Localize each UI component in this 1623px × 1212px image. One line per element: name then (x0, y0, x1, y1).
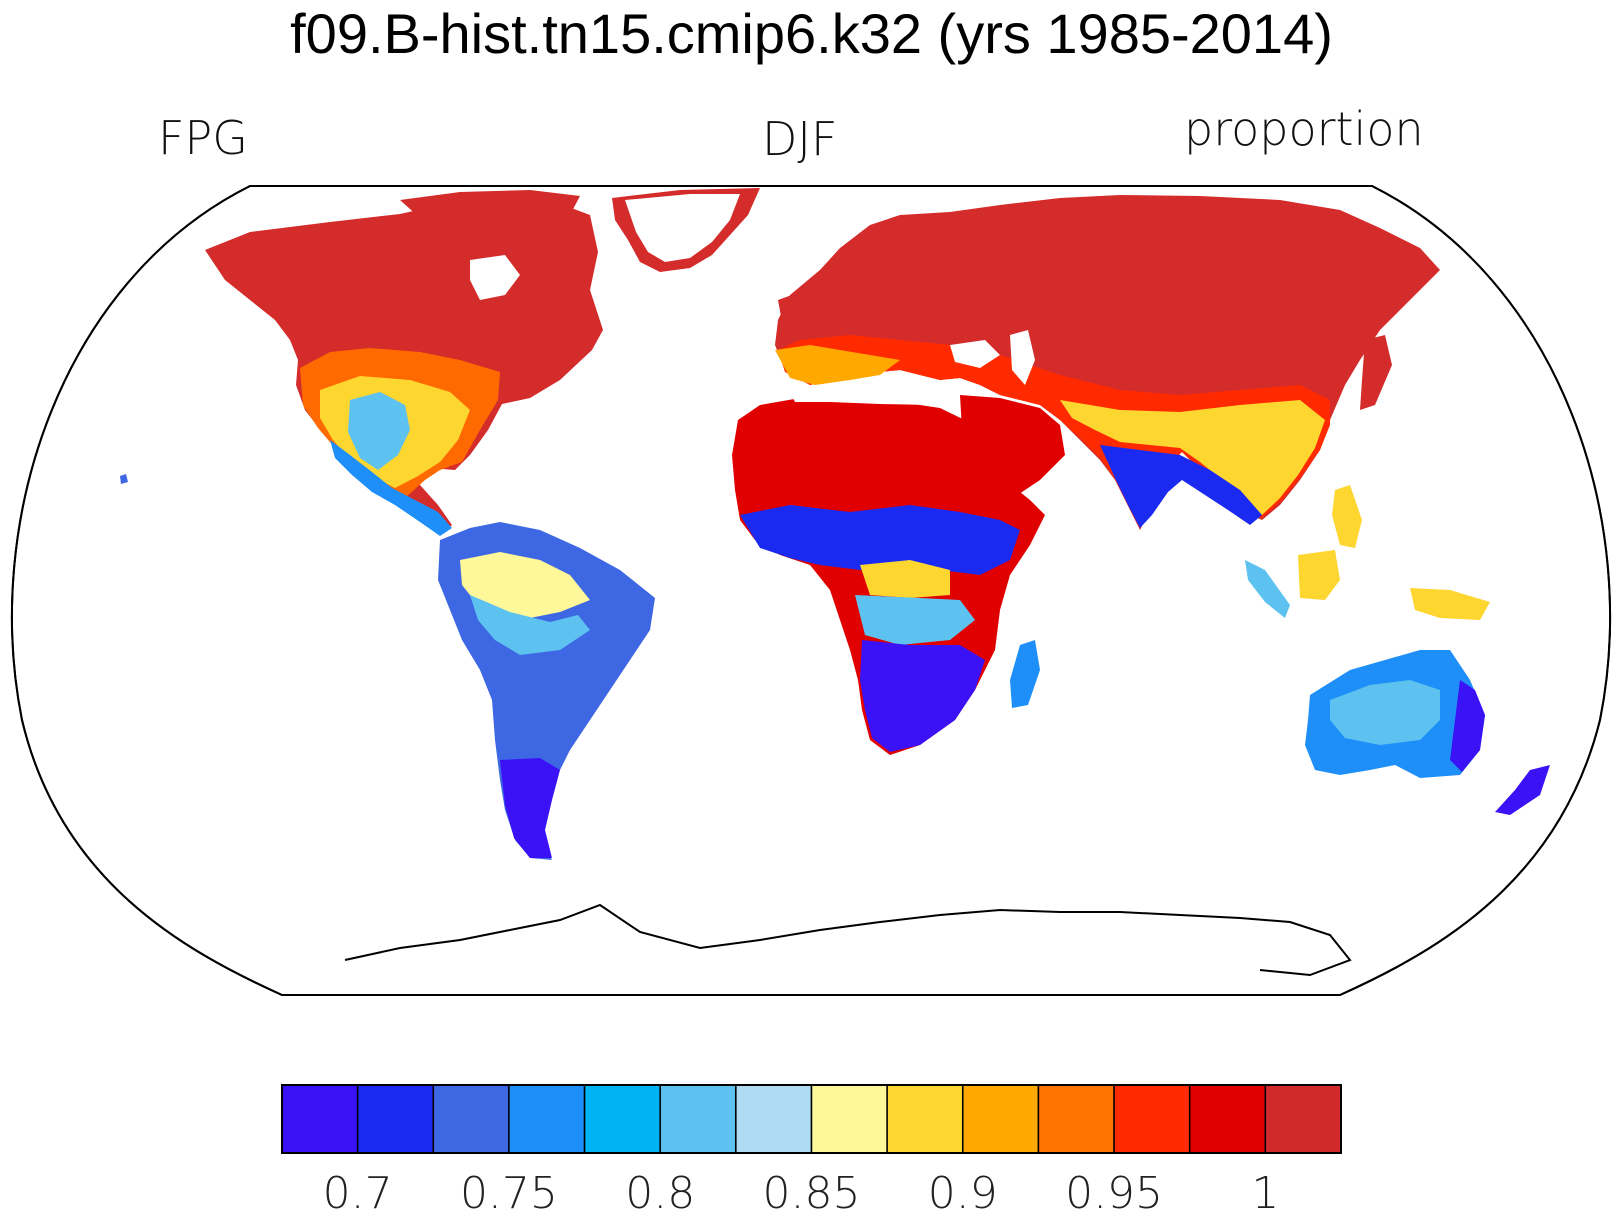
madagascar (1010, 640, 1040, 708)
africa-central-yellow (860, 560, 950, 598)
mexico-blue (330, 440, 452, 536)
colorbar: 0.7 0.75 0.8 0.85 0.9 0.95 1 (281, 1084, 1342, 1212)
colorbar-swatch (810, 1084, 888, 1154)
colorbar-tick-label: 0.95 (1065, 1168, 1163, 1212)
africa-sahel-blue (740, 505, 1020, 575)
africa-central-lightblue (855, 595, 975, 645)
australia-interior (1330, 680, 1440, 745)
colorbar-swatch (962, 1084, 1040, 1154)
borneo (1298, 550, 1340, 600)
units-label: proportion (1184, 102, 1424, 156)
colorbar-swatch (508, 1084, 586, 1154)
hawaii-islands (120, 474, 128, 484)
australia-east-coast (1450, 680, 1485, 772)
variable-label: FPG (158, 111, 248, 165)
new-zealand (1495, 765, 1550, 815)
antarctica-coastline (344, 903, 1352, 977)
season-label: DJF (762, 112, 838, 166)
colorbar-tick-label: 0.85 (763, 1168, 861, 1212)
colorbar-swatch (1037, 1084, 1115, 1154)
asia-yellow-band (1060, 400, 1325, 515)
philippines (1332, 485, 1362, 548)
middle-east (960, 395, 1065, 500)
colorbar-tick-label: 0.7 (323, 1168, 393, 1212)
colorbar-swatch (1188, 1084, 1267, 1154)
colorbar-swatch (735, 1084, 813, 1154)
sumatra (1245, 560, 1290, 618)
mediterranean (790, 385, 960, 405)
europe-south (775, 345, 900, 385)
africa-south-blue (860, 640, 985, 752)
greenland-interior (625, 194, 740, 262)
colorbar-swatch (1113, 1084, 1191, 1154)
japan (1360, 335, 1392, 410)
colorbar-swatch (659, 1084, 737, 1154)
black-sea (950, 340, 1000, 368)
globe-border (11, 185, 1611, 996)
arctic-islands (400, 190, 580, 220)
colorbar-tick-label: 0.9 (928, 1168, 998, 1212)
south-america-patagonia (500, 758, 560, 858)
south-america-amazon-light (470, 595, 590, 655)
map-title: f09.B-hist.tn15.cmip6.k32 (yrs 1985-2014… (290, 2, 1333, 65)
colorbar-swatch (886, 1084, 964, 1154)
colorbar-swatch (356, 1084, 435, 1154)
colorbar-tick-label: 0.8 (625, 1168, 695, 1212)
colorbar-swatch (1264, 1084, 1342, 1154)
hudson-bay (470, 255, 520, 300)
north-america-blue-core (348, 392, 410, 470)
south-asia-blue (1100, 445, 1262, 528)
colorbar-swatch (432, 1084, 510, 1154)
new-guinea (1410, 588, 1490, 620)
colorbar-swatch (281, 1084, 359, 1154)
colorbar-outline (281, 1084, 1342, 1154)
caspian-sea (1010, 330, 1035, 385)
colorbar-tick-label: 1 (1251, 1168, 1279, 1212)
south-america-amazon-yellow (460, 552, 590, 618)
colorbar-tick-label: 0.75 (460, 1168, 558, 1212)
colorbar-swatch (583, 1084, 661, 1154)
british-isles (778, 292, 812, 328)
